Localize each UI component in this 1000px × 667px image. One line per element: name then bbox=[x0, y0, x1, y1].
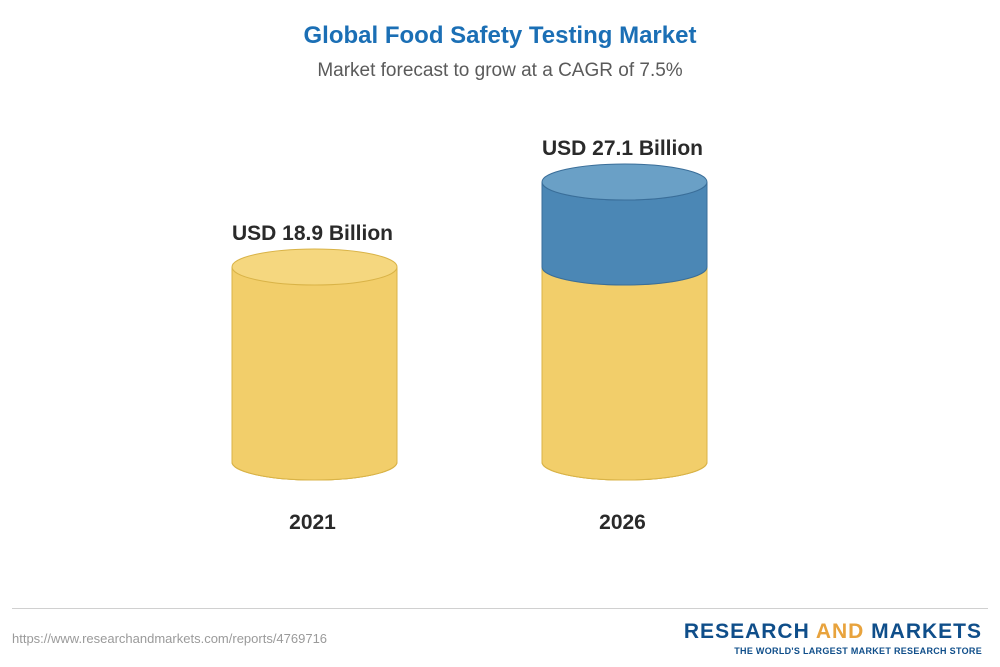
category-label: 2026 bbox=[523, 511, 723, 535]
value-label: USD 18.9 Billion bbox=[213, 222, 413, 246]
logo-word-1: RESEARCH bbox=[684, 620, 810, 643]
chart-subtitle: Market forecast to grow at a CAGR of 7.5… bbox=[0, 60, 1000, 82]
category-label: 2021 bbox=[213, 511, 413, 535]
cylinder-bar bbox=[540, 162, 709, 482]
brand-logo: RESEARCH AND MARKETS THE WORLD'S LARGEST… bbox=[684, 620, 982, 656]
chart-title: Global Food Safety Testing Market bbox=[0, 0, 1000, 50]
value-label: USD 27.1 Billion bbox=[523, 137, 723, 161]
logo-word-3: MARKETS bbox=[871, 620, 982, 643]
source-url: https://www.researchandmarkets.com/repor… bbox=[12, 631, 327, 646]
footer: https://www.researchandmarkets.com/repor… bbox=[0, 609, 1000, 667]
cylinder-bar bbox=[230, 247, 399, 482]
bar-2026: USD 27.1 Billion2026 bbox=[540, 162, 709, 487]
logo-word-2: AND bbox=[816, 620, 865, 643]
bar-2021: USD 18.9 Billion2021 bbox=[230, 247, 399, 487]
chart-area: USD 18.9 Billion2021USD 27.1 Billion2026 bbox=[0, 102, 1000, 542]
logo-tagline: THE WORLD'S LARGEST MARKET RESEARCH STOR… bbox=[684, 646, 982, 656]
